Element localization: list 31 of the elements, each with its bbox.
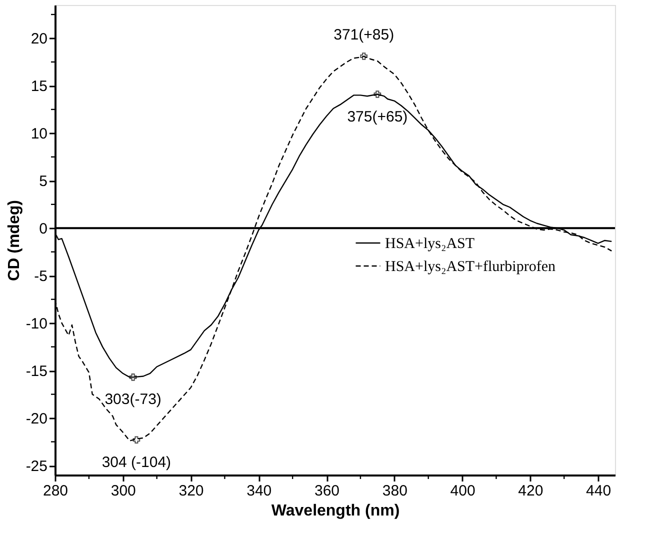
y-axis-title: CD (mdeg) xyxy=(6,200,23,281)
y-tick-label: 15 xyxy=(30,78,48,96)
x-tick-label: 280 xyxy=(42,482,68,500)
y-tick-label: -5 xyxy=(34,268,48,286)
y-tick-label: -10 xyxy=(26,316,48,333)
point xyxy=(374,90,382,98)
y-tick-label: -15 xyxy=(26,363,48,380)
annotation: 303(-73) xyxy=(104,391,162,408)
point xyxy=(360,52,368,60)
point xyxy=(129,374,137,381)
annotation: 371(+85) xyxy=(334,26,394,44)
annotation: 304 (-104) xyxy=(102,454,172,471)
y-tick-label: 5 xyxy=(39,173,48,190)
x-tick-label: 360 xyxy=(314,482,340,500)
y-tick-label: -25 xyxy=(26,458,48,476)
y-tick-label: -20 xyxy=(26,410,48,428)
y-tick-label: 0 xyxy=(39,220,48,238)
annotation: 375(+65) xyxy=(347,108,408,126)
point xyxy=(132,436,140,444)
legend-label: HSA+lys₂AST xyxy=(385,236,475,252)
x-tick-label: 420 xyxy=(518,482,544,500)
x-tick-label: 340 xyxy=(246,482,272,500)
y-tick-label: 20 xyxy=(30,30,48,48)
x-tick-label: 320 xyxy=(178,482,204,500)
x-tick-label: 440 xyxy=(586,482,612,500)
legend-label: HSA+lys₂AST+flurbiprofen xyxy=(385,259,556,275)
y-tick-label: 10 xyxy=(30,126,48,143)
x-tick-label: 380 xyxy=(382,482,408,500)
x-tick-label: 300 xyxy=(110,482,136,500)
x-axis-title: Wavelength (nm) xyxy=(271,502,400,520)
x-tick-label: 400 xyxy=(450,482,476,500)
